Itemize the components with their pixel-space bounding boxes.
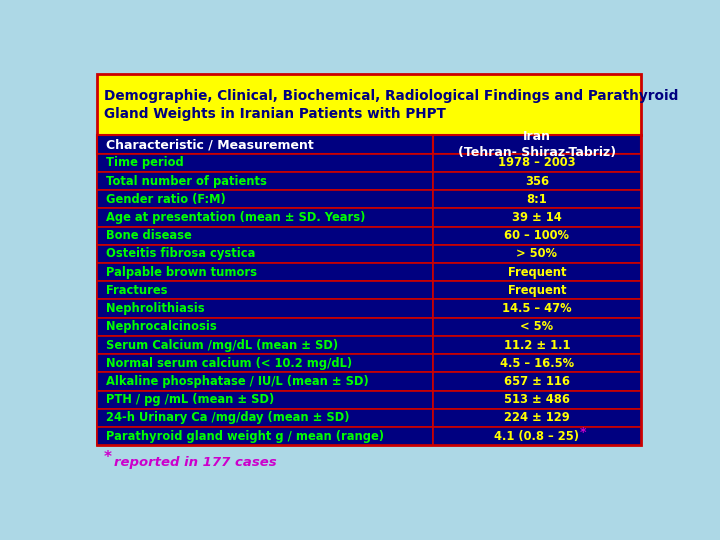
Text: Time period: Time period [106,156,184,170]
FancyBboxPatch shape [433,208,641,227]
FancyBboxPatch shape [433,281,641,300]
Text: Gender ratio (F:M): Gender ratio (F:M) [106,193,225,206]
FancyBboxPatch shape [97,208,433,227]
FancyBboxPatch shape [433,318,641,336]
Text: Alkaline phosphatase / IU/L (mean ± SD): Alkaline phosphatase / IU/L (mean ± SD) [106,375,369,388]
FancyBboxPatch shape [97,354,433,373]
Text: 224 ± 129: 224 ± 129 [504,411,570,424]
FancyBboxPatch shape [97,136,641,446]
FancyBboxPatch shape [97,409,433,427]
Text: Fractures: Fractures [106,284,167,297]
Text: Age at presentation (mean ± SD. Years): Age at presentation (mean ± SD. Years) [106,211,365,224]
FancyBboxPatch shape [433,245,641,263]
FancyBboxPatch shape [97,336,433,354]
Text: Frequent: Frequent [508,266,566,279]
Text: Palpable brown tumors: Palpable brown tumors [106,266,256,279]
Text: Normal serum calcium (< 10.2 mg/dL): Normal serum calcium (< 10.2 mg/dL) [106,357,352,370]
Text: 11.2 ± 1.1: 11.2 ± 1.1 [504,339,570,352]
FancyBboxPatch shape [97,318,433,336]
FancyBboxPatch shape [433,190,641,208]
Text: Iran
(Tehran- Shiraz-Tabriz): Iran (Tehran- Shiraz-Tabriz) [458,130,616,159]
FancyBboxPatch shape [433,336,641,354]
Text: 24-h Urinary Ca /mg/day (mean ± SD): 24-h Urinary Ca /mg/day (mean ± SD) [106,411,349,424]
FancyBboxPatch shape [97,390,433,409]
Text: Characteristic / Measurement: Characteristic / Measurement [106,138,313,151]
FancyBboxPatch shape [97,74,641,136]
Text: Bone disease: Bone disease [106,229,192,242]
FancyBboxPatch shape [433,390,641,409]
FancyBboxPatch shape [97,136,433,154]
Text: 60 – 100%: 60 – 100% [505,229,570,242]
Text: 39 ± 14: 39 ± 14 [512,211,562,224]
Text: *: * [580,426,586,438]
FancyBboxPatch shape [97,190,433,208]
Text: Serum Calcium /mg/dL (mean ± SD): Serum Calcium /mg/dL (mean ± SD) [106,339,338,352]
FancyBboxPatch shape [433,300,641,318]
FancyBboxPatch shape [433,427,641,446]
FancyBboxPatch shape [433,373,641,390]
Text: Nephrocalcinosis: Nephrocalcinosis [106,320,217,333]
FancyBboxPatch shape [97,281,433,300]
FancyBboxPatch shape [97,227,433,245]
FancyBboxPatch shape [433,227,641,245]
Text: 513 ± 486: 513 ± 486 [504,393,570,406]
FancyBboxPatch shape [433,154,641,172]
Text: Nephrolithiasis: Nephrolithiasis [106,302,204,315]
Text: reported in 177 cases: reported in 177 cases [114,456,276,469]
Text: 356: 356 [525,174,549,187]
Text: 14.5 – 47%: 14.5 – 47% [502,302,572,315]
Text: *: * [104,450,112,465]
FancyBboxPatch shape [97,427,433,446]
FancyBboxPatch shape [97,245,433,263]
Text: Frequent: Frequent [508,284,566,297]
FancyBboxPatch shape [433,172,641,190]
FancyBboxPatch shape [97,154,433,172]
FancyBboxPatch shape [433,354,641,373]
Text: < 5%: < 5% [521,320,554,333]
Text: 8:1: 8:1 [526,193,547,206]
Text: Osteitis fibrosa cystica: Osteitis fibrosa cystica [106,247,255,260]
Text: PTH / pg /mL (mean ± SD): PTH / pg /mL (mean ± SD) [106,393,274,406]
Text: 1978 – 2003: 1978 – 2003 [498,156,576,170]
FancyBboxPatch shape [97,373,433,390]
Text: > 50%: > 50% [516,247,557,260]
FancyBboxPatch shape [97,300,433,318]
Text: Total number of patients: Total number of patients [106,174,266,187]
FancyBboxPatch shape [97,263,433,281]
FancyBboxPatch shape [433,409,641,427]
FancyBboxPatch shape [97,172,433,190]
Text: 4.5 – 16.5%: 4.5 – 16.5% [500,357,574,370]
Text: Parathyroid gland weight g / mean (range): Parathyroid gland weight g / mean (range… [106,430,384,443]
Text: 4.1 (0.8 – 25): 4.1 (0.8 – 25) [495,430,580,443]
FancyBboxPatch shape [433,263,641,281]
Text: Demographie, Clinical, Biochemical, Radiological Findings and Parathyroid
Gland : Demographie, Clinical, Biochemical, Radi… [104,89,678,121]
Text: 657 ± 116: 657 ± 116 [504,375,570,388]
FancyBboxPatch shape [433,136,641,154]
